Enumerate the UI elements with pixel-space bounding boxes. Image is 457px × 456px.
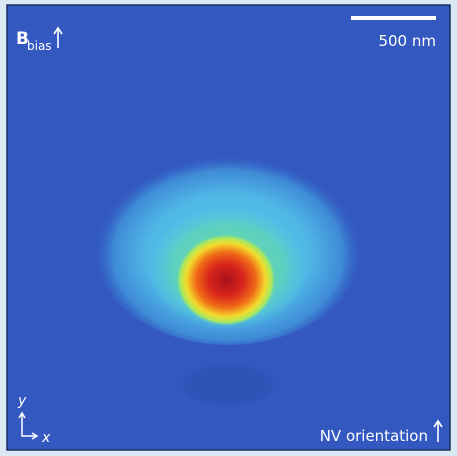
x-axis-label: x	[41, 430, 51, 446]
field-subscript: bias	[27, 39, 52, 53]
field-label: B	[16, 29, 29, 49]
shadow	[183, 365, 273, 405]
scale-bar	[351, 16, 436, 20]
scale-label: 500 nm	[378, 32, 436, 50]
signal-core	[176, 234, 276, 326]
orientation-label: NV orientation	[320, 427, 428, 445]
orientation-arrow	[433, 419, 443, 442]
y-axis-label: y	[17, 393, 27, 409]
axes-arrows	[18, 411, 39, 440]
field-arrow	[53, 26, 63, 48]
